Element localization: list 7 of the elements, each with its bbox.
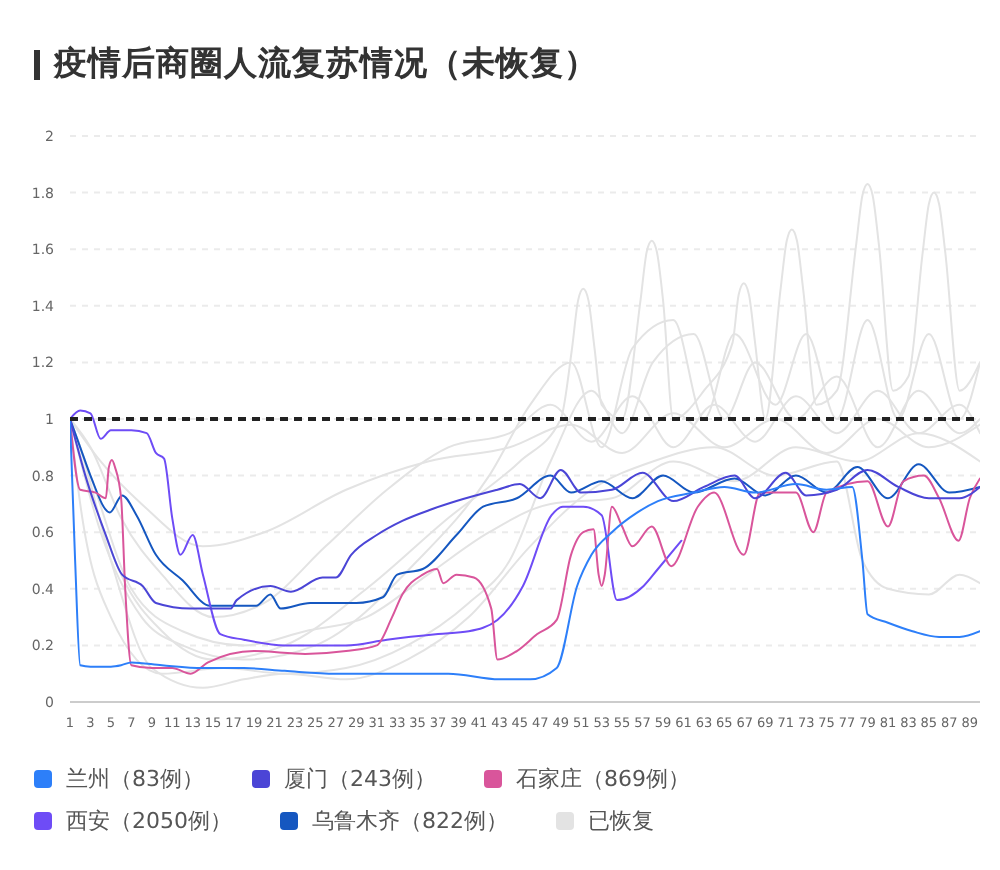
legend-label: 石家庄（869例） (516, 764, 690, 794)
chart-title: 疫情后商圈人流复苏情况（未恢复） (54, 42, 598, 86)
legend-label: 兰州（83例） (66, 764, 204, 794)
legend-label: 已恢复 (588, 806, 654, 836)
legend-label: 乌鲁木齐（822例） (312, 806, 508, 836)
legend-label: 厦门（243例） (284, 764, 436, 794)
legend-label: 西安（2050例） (66, 806, 232, 836)
